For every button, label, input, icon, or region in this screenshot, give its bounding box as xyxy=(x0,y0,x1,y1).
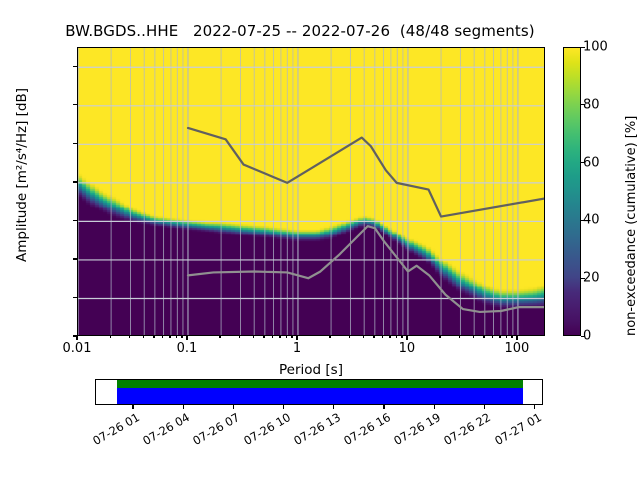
timeline-tick-mark xyxy=(333,405,335,409)
timeline-tick-label: 07-26 07 xyxy=(190,410,243,448)
x-tick-mark xyxy=(252,336,254,339)
x-tick-mark xyxy=(169,336,171,339)
timeline-tick-mark xyxy=(182,405,184,409)
y-tick-mark xyxy=(73,65,77,67)
y-tick-mark xyxy=(73,181,77,183)
ppsd-histogram-canvas xyxy=(78,48,544,335)
data-coverage-green xyxy=(117,380,524,389)
nhnm-curve xyxy=(186,126,544,218)
x-tick-mark xyxy=(142,336,144,339)
colorbar-tick-mark xyxy=(581,219,585,221)
timeline-tick-label: 07-26 01 xyxy=(90,410,142,448)
x-tick-mark xyxy=(285,336,287,339)
x-tick-mark xyxy=(186,336,188,340)
colorbar-tick-label: 40 xyxy=(583,212,600,228)
timeline-tick-mark xyxy=(283,405,285,409)
timeline-tick-label: 07-26 19 xyxy=(391,410,444,448)
x-tick-mark xyxy=(279,336,281,339)
y-tick-mark xyxy=(73,296,77,299)
x-tick-mark xyxy=(296,336,298,340)
x-tick-mark xyxy=(76,336,78,340)
x-tick-mark xyxy=(181,336,183,339)
x-tick-mark xyxy=(483,336,485,339)
timeline-tick-mark xyxy=(433,405,435,409)
x-tick-mark xyxy=(505,336,507,339)
colorbar-tick-mark xyxy=(581,104,585,106)
x-tick-mark xyxy=(109,336,111,339)
colorbar xyxy=(563,47,581,336)
x-tick-mark xyxy=(395,336,397,339)
y-tick-mark xyxy=(73,142,77,145)
colorbar-tick-mark xyxy=(581,46,585,48)
x-tick-label: 10 xyxy=(398,341,416,356)
colorbar-tick-label: 60 xyxy=(583,155,600,171)
x-tick-mark xyxy=(516,336,518,340)
x-tick-label: 0.1 xyxy=(176,341,198,356)
timeline-tick-label: 07-26 16 xyxy=(341,410,393,448)
timeline-tick-label: 07-27 01 xyxy=(491,410,544,448)
x-tick-mark xyxy=(373,336,375,339)
x-tick-mark xyxy=(291,336,293,339)
colorbar-tick-mark xyxy=(581,335,585,337)
x-tick-mark xyxy=(458,336,461,339)
timeline-tick-mark xyxy=(132,405,134,409)
x-tick-mark xyxy=(329,336,331,339)
figure-title: BW.BGDS..HHE 2022-07-25 -- 2022-07-26 (4… xyxy=(65,22,535,40)
timeline-tick-label: 07-26 13 xyxy=(291,410,343,448)
x-tick-mark xyxy=(389,336,391,339)
x-tick-mark xyxy=(401,336,403,339)
colorbar-tick-label: 100 xyxy=(583,39,608,55)
colorbar-tick-mark xyxy=(581,162,585,164)
timeline-tick-label: 07-26 22 xyxy=(441,410,494,448)
x-tick-mark xyxy=(271,336,274,339)
x-tick-mark xyxy=(219,336,221,339)
timeline-tick-label: 07-26 04 xyxy=(140,410,193,448)
x-tick-mark xyxy=(406,336,408,340)
ppsd-plot-area xyxy=(77,47,545,336)
y-tick-mark xyxy=(73,219,77,222)
x-tick-mark xyxy=(153,336,155,339)
y-axis-label: Amplitude [m²/s⁴/Hz] [dB] xyxy=(14,87,30,262)
colorbar-tick-label: 0 xyxy=(583,328,592,344)
x-tick-label: 100 xyxy=(504,341,530,356)
nlnm-curve xyxy=(186,225,544,314)
x-axis-label: Period [s] xyxy=(279,362,343,378)
y-tick-mark xyxy=(73,104,77,106)
timeline-tick-mark xyxy=(383,405,385,409)
colorbar-label: non-exceedance (cumulative) [%] xyxy=(624,115,639,336)
x-tick-mark xyxy=(175,336,178,339)
x-tick-mark xyxy=(263,336,265,339)
x-tick-mark xyxy=(128,336,131,339)
colorbar-tick-label: 80 xyxy=(583,97,600,113)
x-tick-mark xyxy=(348,336,351,339)
y-tick-mark xyxy=(73,335,77,337)
x-tick-label: 1 xyxy=(292,341,302,356)
x-tick-mark xyxy=(238,336,241,339)
x-tick-label: 0.01 xyxy=(62,341,92,356)
colorbar-tick-mark xyxy=(581,277,585,279)
x-tick-mark xyxy=(472,336,474,339)
x-tick-mark xyxy=(511,336,513,339)
timeline-tick-mark xyxy=(534,405,536,409)
data-coverage-timeline xyxy=(95,379,543,405)
x-tick-mark xyxy=(381,336,384,339)
x-tick-mark xyxy=(491,336,494,339)
timeline-tick-mark xyxy=(483,405,485,409)
x-tick-mark xyxy=(499,336,501,339)
y-tick-mark xyxy=(73,258,77,260)
data-coverage-blue xyxy=(117,388,524,404)
noise-model-overlay xyxy=(78,48,544,335)
x-tick-mark xyxy=(439,336,441,339)
timeline-tick-label: 07-26 10 xyxy=(240,410,293,448)
timeline-tick-mark xyxy=(232,405,234,409)
x-tick-mark xyxy=(362,336,364,339)
colorbar-tick-label: 20 xyxy=(583,270,600,286)
x-tick-mark xyxy=(161,336,164,339)
